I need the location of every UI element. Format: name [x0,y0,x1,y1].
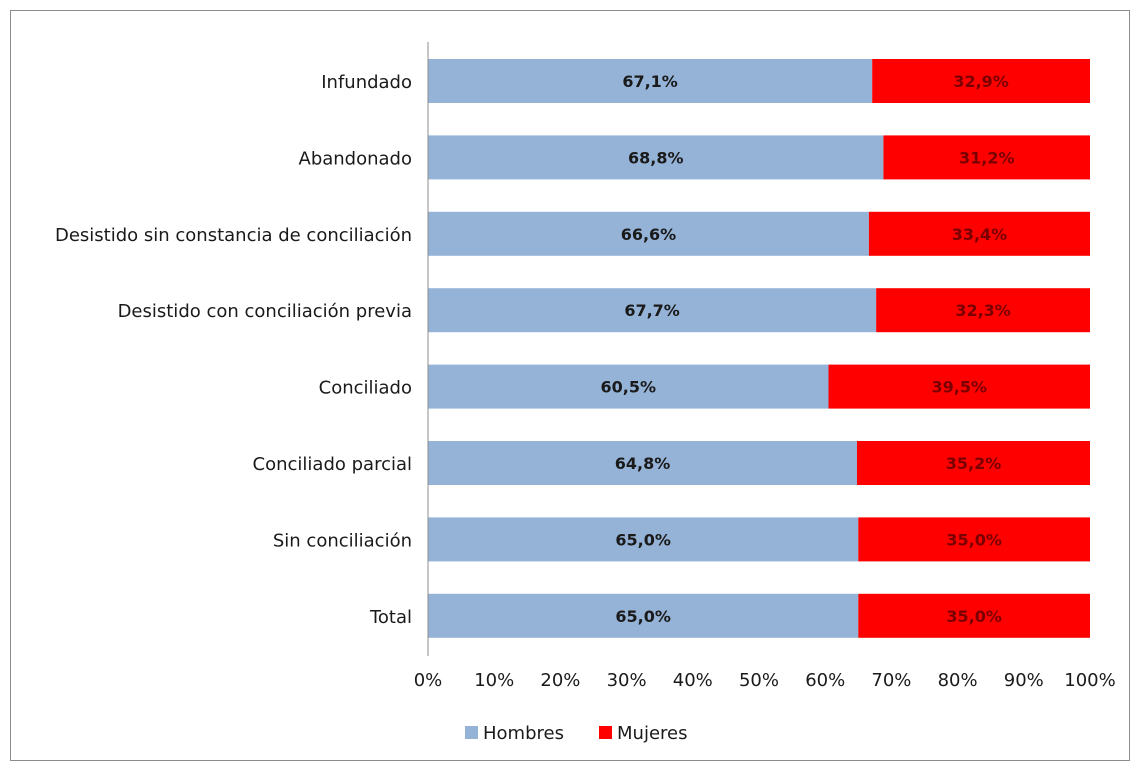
data-label-mujeres-5: 35,2% [946,454,1002,473]
bar-mujeres-1 [883,135,1090,180]
x-tick-label-60: 60% [805,670,845,691]
x-tick-label-10: 10% [474,670,514,691]
legend-swatch-hombres [465,726,478,739]
bar-hombres-3 [428,288,877,333]
stacked-bar-chart: Infundado Abandonado Desistido sin constan… [55,42,1116,744]
bar-mujeres-3 [876,288,1090,333]
data-label-hombres-7: 65,0% [615,607,671,626]
data-label-hombres-1: 68,8% [628,148,684,167]
data-label-mujeres-3: 32,3% [955,301,1011,320]
category-label-7: Total [369,607,412,628]
chart-frame: Infundado Abandonado Desistido sin constan… [10,10,1130,761]
category-label-6: Sin conciliación [273,530,412,551]
data-label-mujeres-6: 35,0% [946,530,1002,549]
category-labels: Infundado Abandonado Desistido sin constan… [55,72,412,628]
data-label-hombres-6: 65,0% [615,530,671,549]
x-tick-label-0: 0% [414,670,443,691]
x-axis-tick-labels: 0% 10% 20% 30% 40% 50% 60% 70% 80% 90% 100% [414,670,1116,691]
data-label-mujeres-0: 32,9% [953,72,1009,91]
bar-hombres-5 [428,441,857,485]
legend-label-hombres: Hombres [483,723,564,744]
data-label-hombres-2: 66,6% [621,225,677,244]
bar-mujeres-5 [856,441,1090,485]
data-label-mujeres-4: 39,5% [931,378,987,397]
legend: Hombres Mujeres [465,723,687,744]
bar-mujeres-4 [828,364,1090,409]
legend-swatch-mujeres [599,726,612,739]
category-label-2: Desistido sin constancia de conciliación [55,225,412,246]
data-label-mujeres-2: 33,4% [952,225,1008,244]
category-label-4: Conciliado [319,378,412,399]
bar-mujeres-2 [868,211,1090,256]
category-label-3: Desistido con conciliación previa [118,301,412,322]
legend-label-mujeres: Mujeres [617,723,687,744]
x-tick-label-20: 20% [540,670,580,691]
bar-mujeres-0 [872,59,1090,103]
data-labels: 67,1% 32,9% 68,8% 31,2% 66,6% 33,4% 67,7% 32,3%… [600,72,1014,626]
bar-mujeres-7 [858,593,1090,638]
data-label-hombres-4: 60,5% [600,378,656,397]
bar-mujeres-6 [858,517,1090,562]
data-label-mujeres-1: 31,2% [959,148,1015,167]
x-tick-label-80: 80% [938,670,978,691]
bar-hombres-0 [428,59,873,103]
data-label-hombres-0: 67,1% [622,72,678,91]
bar-hombres-7 [428,593,859,638]
bars-layer [428,59,1090,638]
category-label-0: Infundado [321,72,412,93]
x-tick-label-30: 30% [607,670,647,691]
bar-hombres-6 [428,517,859,562]
x-tick-label-50: 50% [739,670,779,691]
category-label-5: Conciliado parcial [253,454,412,475]
x-tick-label-90: 90% [1004,670,1044,691]
x-tick-label-40: 40% [673,670,713,691]
x-tick-label-70: 70% [871,670,911,691]
x-tick-label-100: 100% [1064,670,1115,691]
bar-hombres-4 [428,364,829,409]
category-label-1: Abandonado [299,148,413,169]
data-label-hombres-5: 64,8% [615,454,671,473]
data-label-hombres-3: 67,7% [624,301,680,320]
bar-hombres-1 [428,135,884,180]
bar-hombres-2 [428,211,869,256]
data-label-mujeres-7: 35,0% [946,607,1002,626]
